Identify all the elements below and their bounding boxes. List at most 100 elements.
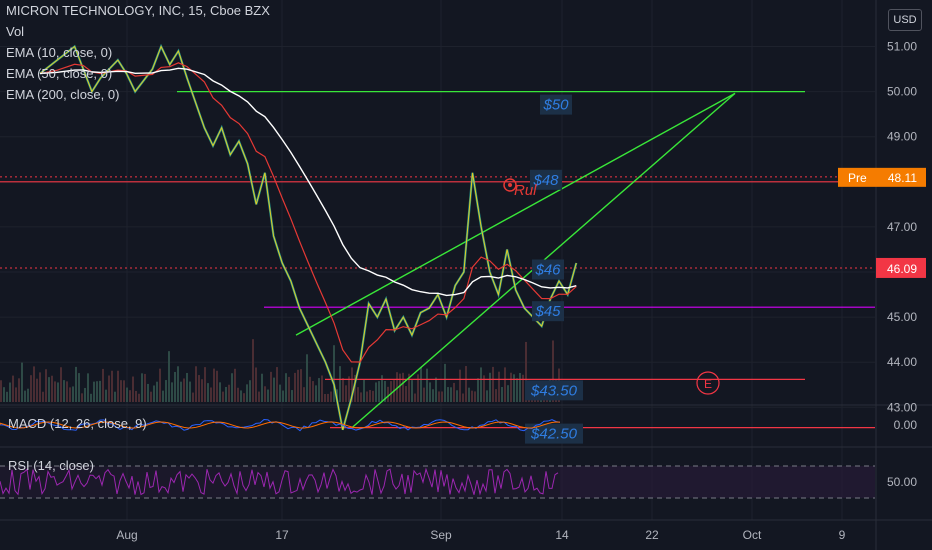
legend-macd[interactable]: MACD (12, 26, close, 9) [8,416,147,431]
macd-signal-line [0,421,561,429]
volume-bar [285,373,287,402]
volume-bar [270,371,272,402]
rsi-band-future [560,466,875,498]
volume-bar [258,391,260,402]
volume-bar [423,387,425,402]
volume-bar [357,387,359,402]
volume-bar [408,373,410,402]
time-tick-label: 22 [645,528,659,542]
time-tick-label: Sep [430,528,452,542]
volume-bar [294,372,296,402]
volume-bar [144,373,146,402]
volume-bar [42,391,44,402]
volume-bar [246,384,248,402]
volume-bar [495,389,497,402]
volume-bar [90,393,92,402]
last-price-tag: 46.09 [887,262,917,276]
volume-bar [552,340,554,402]
volume-bar [300,369,302,402]
volume-bar [429,382,431,402]
volume-bar [471,390,473,402]
volume-bar [3,387,5,402]
eye-icon-pupil [508,183,512,187]
volume-bar [105,389,107,402]
volume-bar [255,367,257,402]
volume-bar [156,381,158,402]
volume-bar [150,391,152,402]
symbol-title[interactable]: MICRON TECHNOLOGY, INC, 15, Cboe BZX [6,3,270,18]
label-4350: $43.50 [530,382,578,399]
volume-bar [492,366,494,402]
legend-ema50[interactable]: EMA (50, close, 0) [6,66,113,81]
legend-ema200[interactable]: EMA (200, close, 0) [6,87,120,102]
volume-bar [387,386,389,402]
volume-bar [207,383,209,402]
volume-bar [444,363,446,402]
legend-rsi[interactable]: RSI (14, close) [8,458,94,473]
volume-bar [99,380,101,402]
note-rul: Rul [514,182,537,199]
volume-bar [171,382,173,402]
volume-bar [204,367,206,402]
pre-tag-label: Pre [848,171,867,185]
volume-bar [435,377,437,402]
label-4250: $42.50 [530,426,578,443]
time-tick-label: Oct [743,528,762,542]
volume-bar [12,375,14,402]
volume-bar [390,381,392,402]
volume-bar [81,393,83,402]
volume-bar [39,372,41,402]
volume-bar [216,370,218,402]
volume-bar [399,373,401,402]
volume-bar [420,366,422,402]
volume-bar [489,372,491,402]
volume-bar [183,378,185,402]
volume-bar [264,386,266,402]
volume-bar [450,387,452,402]
volume-bar [480,367,482,402]
volume-bar [483,375,485,402]
volume-bar [192,392,194,402]
volume-bar [474,391,476,402]
time-tick-label: 17 [275,528,289,542]
volume-bar [267,389,269,402]
volume-bar [261,373,263,402]
volume-bar [345,385,347,402]
volume-bar [69,387,71,402]
ema50-line [39,62,577,363]
volume-bar [465,366,467,402]
legend-vol[interactable]: Vol [6,24,25,39]
volume-bar [321,375,323,402]
volume-bar [330,391,332,402]
price-tick-label: 45.00 [887,310,917,324]
volume-bar [120,380,122,402]
volume-bar [324,393,326,402]
volume-bar [402,372,404,402]
label-45-bg [532,301,564,322]
volume-bar [75,366,77,402]
pre-tag-bg [838,167,926,187]
volume-bar [198,375,200,402]
volume-bar [522,374,524,402]
volume-bar [348,376,350,402]
volume-bar [318,378,320,402]
volume-bar [237,387,239,402]
currency-badge[interactable]: USD [888,9,922,31]
volume-bar [180,381,182,402]
legend-ema10[interactable]: EMA (10, close, 0) [6,45,113,60]
volume-bar [477,378,479,402]
volume-bar [468,387,470,402]
label-4350-bg [525,380,583,401]
volume-bar [135,390,137,402]
pre-tag-value: 48.11 [888,171,917,185]
last-price-tag-bg [876,257,926,278]
volume-bar [111,370,113,402]
label-50: $50 [542,97,569,114]
price-tick-label: 44.00 [887,355,917,369]
volume-bar [384,380,386,402]
volume-bar [93,381,95,402]
volume-bar [381,375,383,402]
volume-bar [228,384,230,402]
volume-bar [276,367,278,402]
